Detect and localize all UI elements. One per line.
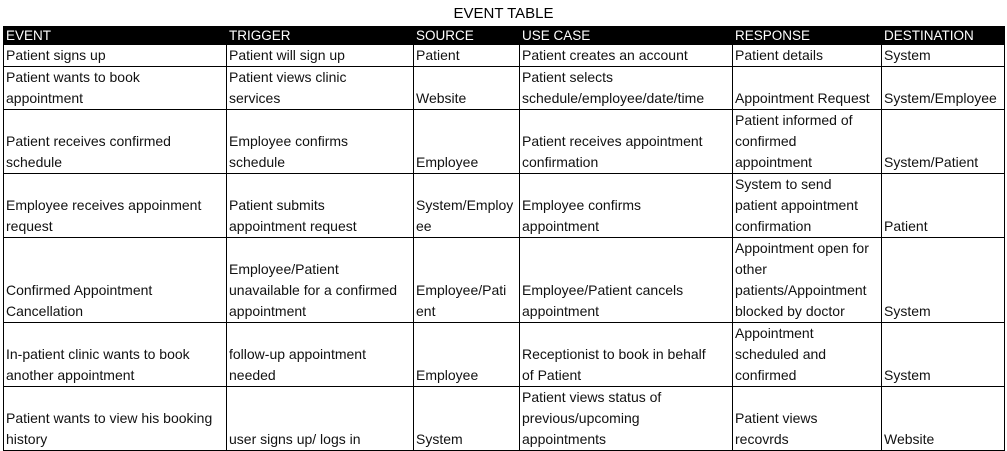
event-table: EVENT TRIGGER SOURCE USE CASE RESPONSE D… — [3, 26, 1005, 451]
cell-response: System to send patient appointment confi… — [732, 173, 882, 238]
cell-destination: System — [881, 237, 1005, 323]
cell-source: System — [413, 386, 520, 451]
cell-destination: System — [881, 322, 1005, 387]
column-header-source: SOURCE — [413, 26, 520, 45]
cell-event: Patient receives confirmed schedule — [3, 109, 227, 174]
cell-use-case: Patient selects schedule/employee/date/t… — [519, 66, 733, 110]
cell-destination: Website — [881, 386, 1005, 451]
column-header-use-case: USE CASE — [519, 26, 733, 45]
cell-trigger: follow-up appointment needed — [226, 322, 414, 387]
cell-source: Employee — [413, 322, 520, 387]
cell-use-case: Patient creates an account — [519, 44, 733, 67]
cell-trigger: Patient views clinic services — [226, 66, 414, 110]
cell-source: Employee — [413, 109, 520, 174]
column-header-event: EVENT — [3, 26, 227, 45]
cell-trigger: Patient submits appointment request — [226, 173, 414, 238]
cell-response: Appointment Request — [732, 66, 882, 110]
cell-use-case: Receptionist to book in behalf of Patien… — [519, 322, 733, 387]
cell-response: Patient informed of confirmed appointmen… — [732, 109, 882, 174]
cell-event: Confirmed Appointment Cancellation — [3, 237, 227, 323]
page-title: EVENT TABLE — [453, 5, 554, 22]
cell-event: Patient wants to view his booking histor… — [3, 386, 227, 451]
cell-source: Patient — [413, 44, 520, 67]
table-row: Confirmed Appointment Cancellation Employ… — [3, 237, 1005, 323]
cell-trigger: Patient will sign up — [226, 44, 414, 67]
cell-source: Employee/Pati ent — [413, 237, 520, 323]
cell-destination: Patient — [881, 173, 1005, 238]
header-row: EVENT TRIGGER SOURCE USE CASE RESPONSE D… — [3, 26, 1005, 45]
cell-use-case: Employee/Patient cancels appointment — [519, 237, 733, 323]
cell-trigger: Employee confirms schedule — [226, 109, 414, 174]
cell-event: In-patient clinic wants to book another … — [3, 322, 227, 387]
table-row: Patient receives confirmed schedule Emplo… — [3, 109, 1005, 174]
table-row: In-patient clinic wants to book another … — [3, 322, 1005, 387]
cell-source: Website — [413, 66, 520, 110]
cell-response: Appointment scheduled and confirmed — [732, 322, 882, 387]
cell-destination: System/Employee — [881, 66, 1005, 110]
cell-event: Employee receives appoinment request — [3, 173, 227, 238]
cell-use-case: Patient views status of previous/upcomin… — [519, 386, 733, 451]
cell-destination: System/Patient — [881, 109, 1005, 174]
column-header-destination: DESTINATION — [881, 26, 1005, 45]
table-row: Patient wants to view his booking histor… — [3, 386, 1005, 451]
cell-trigger: user signs up/ logs in — [226, 386, 414, 451]
cell-response: Patient details — [732, 44, 882, 67]
cell-use-case: Employee confirms appointment — [519, 173, 733, 238]
cell-event: Patient wants to book appointment — [3, 66, 227, 110]
cell-trigger: Employee/Patient unavailable for a confi… — [226, 237, 414, 323]
column-header-response: RESPONSE — [732, 26, 882, 45]
table-row: Employee receives appoinment request Pati… — [3, 173, 1005, 238]
column-header-trigger: TRIGGER — [226, 26, 414, 45]
table-row: Patient wants to book appointment Patient… — [3, 66, 1005, 110]
cell-source: System/Employ ee — [413, 173, 520, 238]
cell-destination: System — [881, 44, 1005, 67]
table-row: Patient signs up Patient will sign up Pati… — [3, 44, 1005, 67]
cell-use-case: Patient receives appointment confirmatio… — [519, 109, 733, 174]
cell-event: Patient signs up — [3, 44, 227, 67]
cell-response: Appointment open for other patients/Appo… — [732, 237, 882, 323]
cell-response: Patient views recovrds — [732, 386, 882, 451]
